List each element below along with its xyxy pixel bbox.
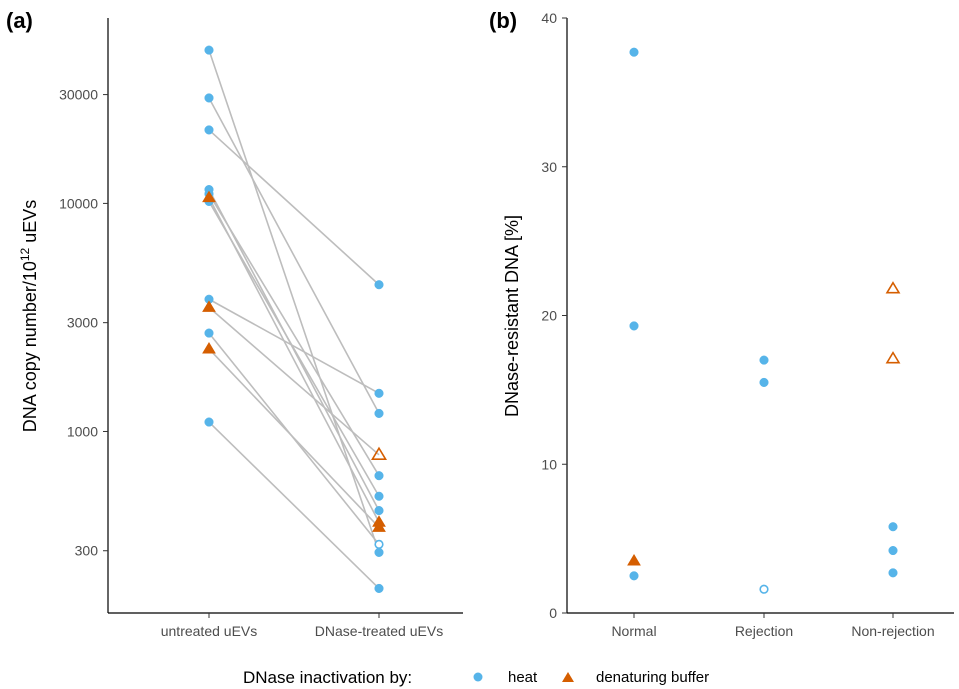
panel-b-y-axis-title: DNase-resistant DNA [%] xyxy=(502,215,522,417)
panel-a-point-treated xyxy=(374,491,384,501)
panel-a-pair-line xyxy=(208,129,380,286)
panel-a-pair-line xyxy=(208,298,380,395)
panel-a-point-treated xyxy=(374,583,384,594)
legend: DNase inactivation by: heat denaturing b… xyxy=(243,668,709,687)
panel-a-pair-line xyxy=(208,306,380,456)
panel-b-point xyxy=(885,281,901,294)
panel-a-point-treated xyxy=(372,520,386,532)
panel-b-point xyxy=(627,553,641,566)
panel-b-y-tick-label: 10 xyxy=(541,456,557,472)
panel-a-point-treated xyxy=(374,506,384,516)
panel-b-x-ticks: Normal Rejection Non-rejection xyxy=(611,613,935,639)
panel-a-point-untreated xyxy=(202,300,216,312)
panel-b-point xyxy=(888,522,898,532)
panel-a-point-treated xyxy=(374,471,384,481)
panel-a-label: (a) xyxy=(6,8,33,33)
legend-title: DNase inactivation by: xyxy=(243,668,412,687)
panel-a-x-ticks: untreated uEVs DNase-treated uEVs xyxy=(161,613,443,639)
panel-a-pair-line xyxy=(208,197,380,523)
panel-a-point-treated xyxy=(374,388,384,398)
panel-a-y-ticks: 300 1000 3000 10000 30000 xyxy=(59,87,108,559)
panel-a-pair-line xyxy=(208,421,380,590)
legend-heat-label: heat xyxy=(508,669,538,686)
panel-b-chart: (b) DNase-resistant DNA [%] 0 10 20 30 40 No… xyxy=(489,8,954,639)
panel-a-y-axis-title: DNA copy number/1012 uEVs xyxy=(18,200,40,432)
panel-a-y-tick-label: 3000 xyxy=(67,315,98,331)
panel-a-y-axis-title-main: DNA copy number/10 xyxy=(20,261,40,432)
panel-a-point-untreated xyxy=(202,342,216,354)
panel-a-point-untreated xyxy=(204,93,214,103)
panel-b-point xyxy=(885,351,901,364)
panel-b-y-tick-label: 0 xyxy=(549,605,557,621)
panel-b-points xyxy=(627,47,901,594)
panel-b-point xyxy=(888,568,898,578)
panel-a-pair-lines xyxy=(208,49,380,590)
panel-a-point-treated xyxy=(374,280,384,290)
panel-a-point-untreated xyxy=(204,45,214,55)
panel-a-point-untreated xyxy=(204,417,214,427)
panel-a-x-tick-label: untreated uEVs xyxy=(161,623,258,639)
panel-b-point xyxy=(759,377,769,387)
panel-a-points xyxy=(202,45,388,594)
panel-b-y-ticks: 0 10 20 30 40 xyxy=(541,10,567,621)
panel-a-point-treated xyxy=(374,408,384,418)
panel-a-point-treated xyxy=(374,539,384,549)
panel-a-chart: (a) DNA copy number/1012 uEVs 3001000300… xyxy=(6,8,463,639)
panel-b-point xyxy=(629,571,639,581)
legend-buffer-label: denaturing buffer xyxy=(596,669,709,686)
panel-a-y-axis-title-superscript: 12 xyxy=(18,247,32,261)
panel-a-point-treated xyxy=(370,446,388,461)
panel-a-x-tick-label: DNase-treated uEVs xyxy=(315,623,443,639)
panel-b-y-tick-label: 40 xyxy=(541,10,557,26)
panel-a-point-untreated xyxy=(204,328,214,338)
panel-b-label: (b) xyxy=(489,8,517,33)
panel-b-point xyxy=(759,355,769,365)
panel-a-y-axis-title-tail: uEVs xyxy=(20,200,40,248)
panel-a-point-untreated xyxy=(204,125,214,135)
panel-a-y-tick-label: 300 xyxy=(75,543,99,559)
legend-buffer-marker xyxy=(562,672,574,682)
panel-a-pair-line xyxy=(208,348,380,528)
panel-a-pair-line xyxy=(208,49,380,553)
panel-a-y-tick-label: 30000 xyxy=(59,87,98,103)
panel-b-x-tick-label: Normal xyxy=(611,623,656,639)
panel-b-y-tick-label: 20 xyxy=(541,308,557,324)
legend-heat-marker xyxy=(473,672,483,682)
panel-b-point xyxy=(629,321,639,331)
panel-b-point xyxy=(888,545,898,556)
panel-b-point xyxy=(629,47,639,57)
panel-a-point-treated xyxy=(374,547,384,557)
panel-a-y-tick-label: 10000 xyxy=(59,195,98,211)
panel-b-x-tick-label: Non-rejection xyxy=(851,623,934,639)
panel-a-pair-line xyxy=(208,193,380,477)
panel-a-pair-line xyxy=(208,97,380,414)
panel-b-x-tick-label: Rejection xyxy=(735,623,793,639)
panel-a-point-untreated xyxy=(202,190,216,203)
panel-a-y-tick-label: 1000 xyxy=(67,423,98,439)
panel-b-y-tick-label: 30 xyxy=(541,159,557,175)
panel-b-point xyxy=(759,584,769,594)
